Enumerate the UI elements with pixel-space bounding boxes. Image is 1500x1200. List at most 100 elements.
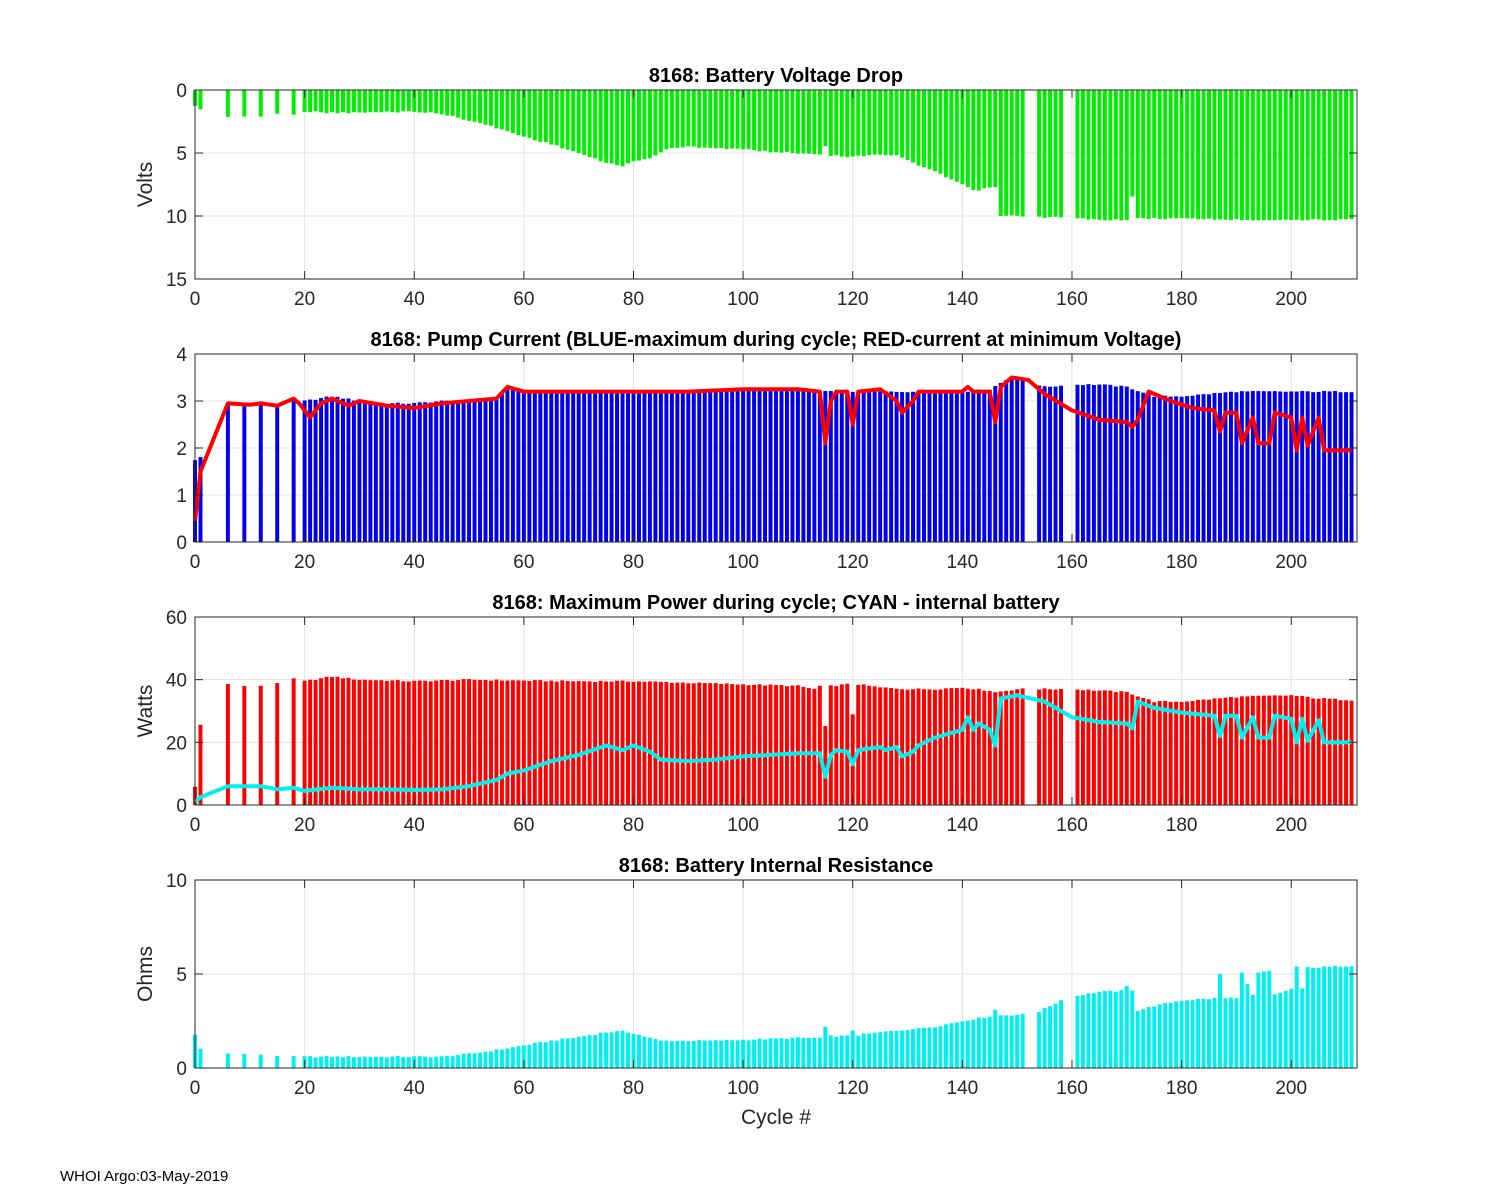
bar (878, 391, 883, 542)
bar (428, 681, 433, 805)
bar (850, 1030, 855, 1068)
bar (1009, 1015, 1014, 1068)
bar (1113, 90, 1118, 220)
bar (774, 90, 778, 153)
bar (691, 1041, 696, 1068)
bar (795, 1037, 800, 1068)
bar (242, 685, 247, 805)
bar (1102, 690, 1107, 805)
bar (428, 402, 433, 542)
bar (258, 685, 263, 805)
bar (1316, 967, 1321, 1068)
bar (1289, 988, 1294, 1068)
bar (521, 680, 526, 805)
bar (757, 684, 762, 805)
bar (1272, 391, 1277, 542)
bar (1163, 395, 1168, 542)
bar (1261, 695, 1266, 805)
bar (1004, 690, 1009, 805)
bar (1228, 90, 1233, 220)
bar (1004, 90, 1009, 216)
x-tick-label: 20 (294, 552, 315, 573)
bar (675, 391, 680, 542)
bar (1261, 391, 1266, 542)
pump-current-panel: 0 20 40 60 80 100 120 140 160 180 200 0 1 2 3 4 8168: Pu… (176, 329, 1358, 573)
bar (351, 90, 356, 113)
bar (916, 90, 921, 166)
bar (839, 90, 844, 157)
bar (434, 680, 439, 805)
y-tick-label: 0 (176, 796, 187, 817)
bar (1239, 90, 1244, 221)
bar (1042, 1008, 1047, 1068)
bar (1327, 698, 1332, 805)
bar (1190, 395, 1195, 542)
bar (779, 90, 784, 153)
bar (943, 688, 948, 805)
bar (302, 400, 307, 542)
bar (538, 90, 543, 142)
x-tick-label: 40 (404, 289, 425, 310)
bar (538, 680, 543, 805)
bar (593, 681, 598, 805)
bar (806, 90, 811, 154)
bar (1305, 967, 1310, 1068)
bar (626, 391, 630, 542)
bar (1075, 689, 1080, 805)
bar (987, 691, 992, 805)
bar (1108, 90, 1113, 221)
y-tick-label: 4 (176, 345, 187, 366)
bar (1250, 90, 1255, 221)
bar (1015, 90, 1020, 216)
bar (1059, 689, 1063, 805)
bar (1256, 391, 1261, 542)
bar (1196, 699, 1201, 805)
bar (510, 389, 515, 542)
bar (1174, 90, 1179, 219)
internal-resistance-panel: 0 20 40 60 80 100 120 140 160 180 200 0 5 10 8168: Bat… (134, 855, 1358, 1129)
bar (1152, 90, 1157, 218)
bar (445, 1055, 450, 1068)
bar (275, 683, 280, 805)
bar (1272, 695, 1277, 805)
bar (1152, 702, 1157, 805)
bar (308, 90, 313, 113)
bar (916, 391, 921, 542)
bar (669, 682, 674, 805)
bar (768, 1038, 773, 1068)
bar (845, 90, 850, 158)
bar (598, 1032, 603, 1068)
bar (1124, 985, 1129, 1068)
bar (510, 1047, 515, 1068)
bar (1108, 384, 1113, 542)
bar (669, 392, 674, 542)
bar (872, 391, 877, 542)
x-tick-label: 0 (190, 815, 201, 836)
bar (960, 391, 965, 542)
x-tick-label: 200 (1275, 552, 1307, 573)
bar (768, 90, 773, 153)
bar (1283, 391, 1288, 542)
bar (324, 396, 329, 542)
bar (631, 90, 636, 162)
bar (593, 1034, 598, 1068)
bar (417, 1056, 422, 1068)
bar (900, 90, 905, 158)
bar (1168, 701, 1173, 805)
bar (735, 389, 740, 542)
bar (1228, 697, 1233, 805)
bar (719, 1040, 724, 1068)
bar (521, 391, 526, 542)
bar (1300, 988, 1305, 1068)
y-tick-label: 15 (166, 270, 187, 291)
bar (308, 679, 313, 805)
bar (549, 680, 554, 805)
bar (1086, 90, 1091, 220)
bar (845, 1035, 850, 1068)
bar (456, 1055, 461, 1068)
x-tick-label: 80 (623, 1078, 644, 1099)
bar (510, 680, 515, 805)
x-tick-label: 40 (404, 1078, 425, 1099)
bar (527, 90, 532, 138)
bar (467, 679, 472, 805)
